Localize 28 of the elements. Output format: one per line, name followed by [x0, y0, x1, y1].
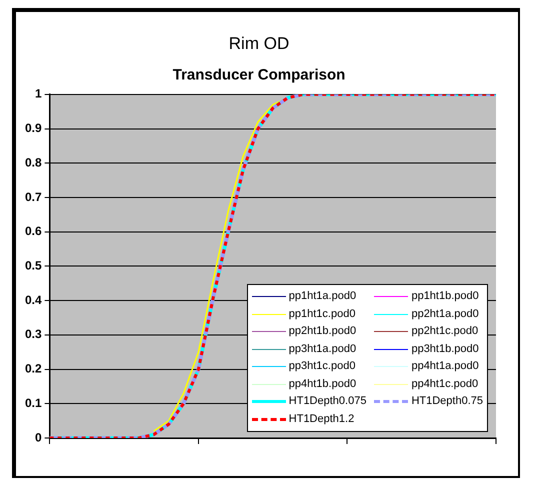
chart-title: Rim OD	[228, 34, 290, 53]
legend-label: pp4ht1c.pod0	[411, 376, 478, 392]
legend-label: pp2ht1c.pod0	[411, 324, 478, 339]
legend-label: pp2ht1b.pod0	[288, 324, 356, 339]
legend-label: pp4ht1a.pod0	[411, 359, 479, 374]
y-tick-label: 0.8	[24, 155, 42, 170]
y-tick-label: 0.4	[24, 292, 42, 307]
y-tick-label: 0.1	[24, 396, 42, 410]
legend-label: pp3ht1a.pod0	[288, 342, 356, 356]
legend-label: pp1ht1a.pod0	[288, 289, 356, 304]
y-tick-label: 0.7	[24, 190, 42, 204]
y-tick-label: 0.9	[24, 121, 42, 136]
legend-label: pp3ht1b.pod0	[411, 342, 479, 356]
chart-subtitle: Transducer Comparison	[172, 66, 346, 84]
y-tick-label: 0	[34, 430, 42, 444]
y-tick-label: 1	[34, 86, 42, 101]
legend-label: pp2ht1a.pod0	[411, 306, 479, 322]
legend-label: HT1Depth0.075	[288, 394, 366, 409]
y-tick-label: 0.6	[24, 224, 42, 238]
legend-label: pp3ht1c.pod0	[288, 359, 356, 374]
legend-label: pp4ht1b.pod0	[288, 376, 356, 392]
legend-label: pp1ht1c.pod0	[288, 306, 356, 322]
y-tick-label: 0.2	[24, 362, 42, 376]
y-tick-label: 0.5	[24, 258, 42, 273]
legend-label: HT1Depth0.75	[411, 394, 483, 409]
legend-label: HT1Depth1.2	[288, 412, 354, 426]
legend-label: pp1ht1b.pod0	[411, 289, 479, 304]
y-tick-label: 0.3	[24, 327, 42, 342]
